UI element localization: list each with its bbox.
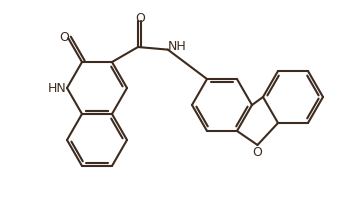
Text: NH: NH bbox=[167, 40, 186, 53]
Text: O: O bbox=[253, 147, 262, 159]
Text: HN: HN bbox=[48, 81, 66, 95]
Text: O: O bbox=[135, 12, 145, 25]
Text: O: O bbox=[59, 31, 69, 44]
